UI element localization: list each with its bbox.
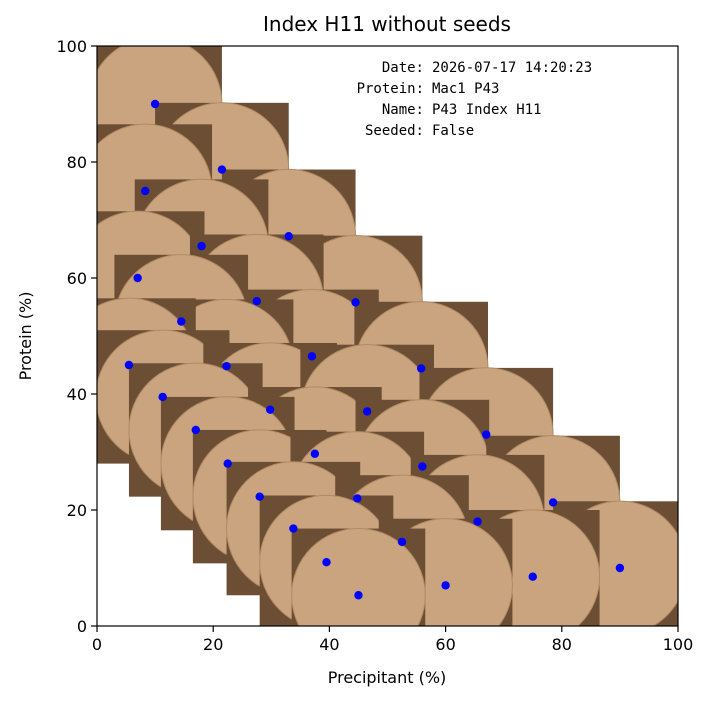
data-point bbox=[255, 492, 264, 501]
data-point bbox=[548, 498, 558, 507]
data-point bbox=[418, 462, 427, 471]
data-point bbox=[362, 407, 372, 416]
plot-frame bbox=[96, 45, 679, 627]
x-tick-label: 60 bbox=[435, 635, 455, 654]
data-point bbox=[150, 99, 160, 109]
info-date-value: 2026-07-17 14:20:23 bbox=[432, 60, 592, 76]
y-tick-label: 100 bbox=[56, 37, 87, 56]
y-tick-label: 20 bbox=[67, 501, 87, 520]
info-name-value: P43 Index H11 bbox=[432, 102, 542, 118]
data-point bbox=[322, 558, 331, 567]
x-tick-label: 100 bbox=[663, 635, 694, 654]
info-date-label: Date: bbox=[382, 60, 424, 76]
x-axis: 0 20 40 60 80 100 bbox=[92, 626, 693, 654]
y-tick-label: 80 bbox=[67, 153, 87, 172]
data-point bbox=[252, 297, 261, 306]
y-axis: 0 20 40 60 80 100 bbox=[56, 37, 97, 636]
data-point bbox=[289, 524, 298, 533]
data-point bbox=[397, 537, 407, 547]
data-point bbox=[351, 298, 360, 307]
data-point bbox=[158, 392, 167, 402]
data-point bbox=[482, 430, 491, 439]
plot-area bbox=[97, 46, 678, 626]
info-name-label: Name: bbox=[382, 102, 424, 118]
data-point bbox=[310, 449, 320, 458]
data-point bbox=[222, 361, 231, 371]
x-tick-label: 0 bbox=[92, 635, 102, 654]
data-point bbox=[307, 352, 317, 361]
y-tick-label: 40 bbox=[67, 385, 87, 404]
x-axis-label: Precipitant (%) bbox=[328, 668, 447, 687]
info-protein-value: Mac1 P43 bbox=[432, 81, 499, 97]
chart-title: Index H11 without seeds bbox=[263, 12, 511, 36]
data-point bbox=[473, 517, 482, 526]
data-point bbox=[265, 405, 275, 414]
info-box: Date: 2026-07-17 14:20:23 Protein: Mac1 … bbox=[357, 60, 593, 139]
info-seeded-value: False bbox=[432, 123, 474, 139]
data-point bbox=[223, 459, 232, 468]
data-point bbox=[441, 581, 450, 590]
data-point bbox=[177, 317, 186, 326]
data-points bbox=[124, 99, 625, 600]
data-point bbox=[141, 186, 150, 196]
data-point bbox=[217, 165, 227, 174]
x-tick-label: 40 bbox=[319, 635, 339, 654]
data-point bbox=[197, 241, 206, 251]
data-point bbox=[191, 425, 200, 435]
y-tick-label: 60 bbox=[67, 269, 87, 288]
data-point bbox=[353, 494, 362, 503]
data-point bbox=[416, 364, 426, 373]
data-point bbox=[284, 232, 293, 241]
y-axis-label: Protein (%) bbox=[16, 292, 35, 381]
x-tick-label: 20 bbox=[203, 635, 223, 654]
info-seeded-label: Seeded: bbox=[365, 123, 424, 139]
data-point bbox=[615, 563, 625, 573]
x-tick-label: 80 bbox=[552, 635, 572, 654]
y-tick-label: 0 bbox=[77, 617, 87, 636]
data-point bbox=[124, 360, 134, 370]
data-point bbox=[354, 591, 363, 600]
info-protein-label: Protein: bbox=[357, 81, 424, 97]
data-point bbox=[528, 572, 537, 581]
data-point bbox=[133, 273, 142, 283]
